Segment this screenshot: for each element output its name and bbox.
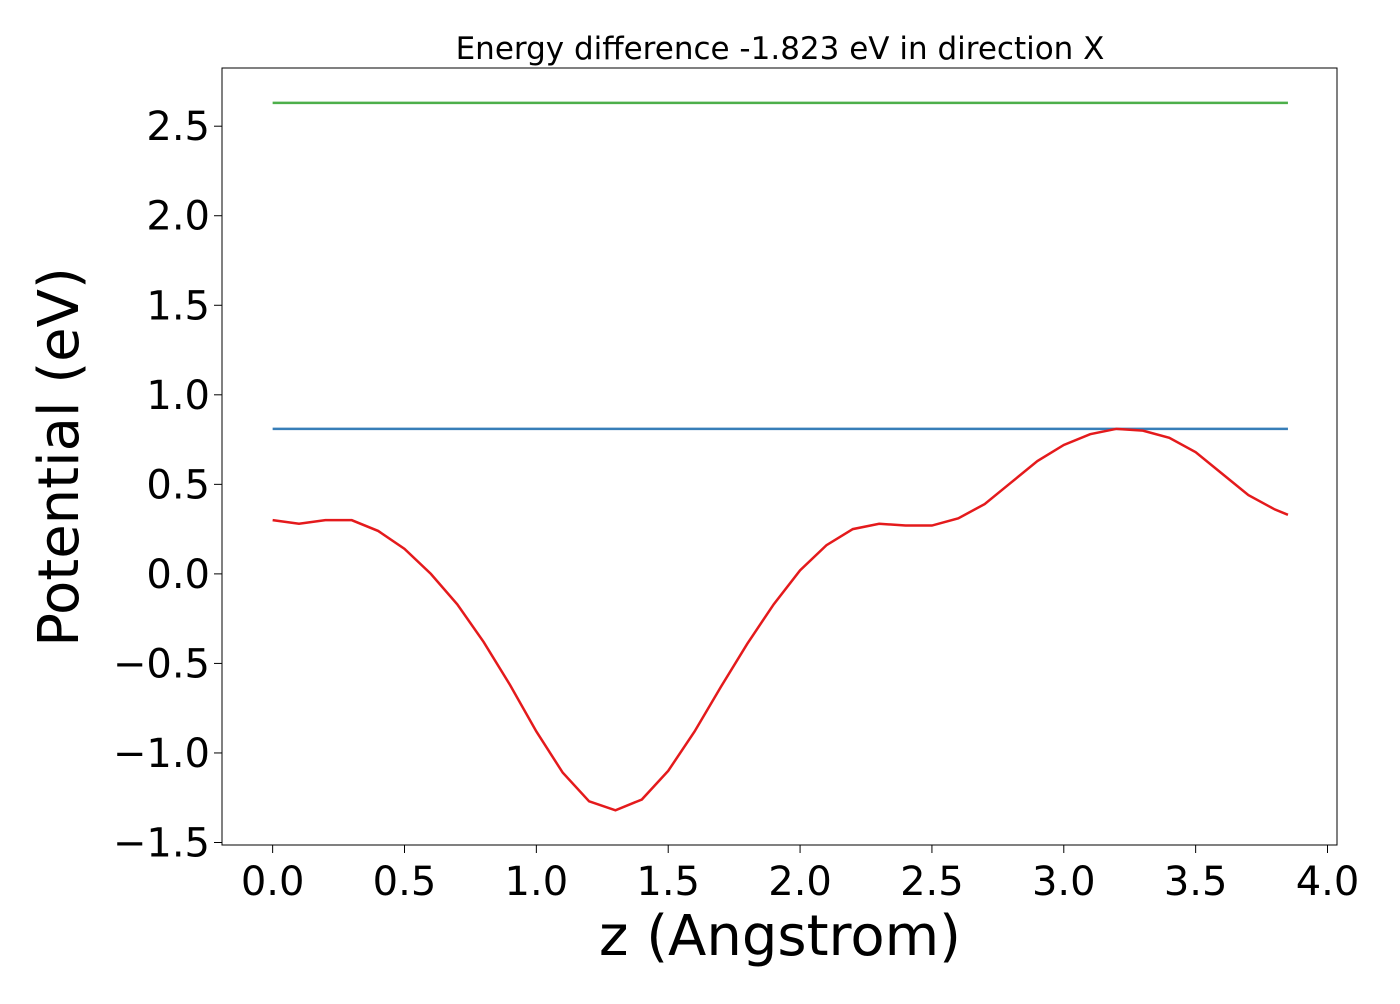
x-tick-label: 0.0 bbox=[241, 859, 305, 905]
y-tick-label: −1.0 bbox=[113, 731, 210, 777]
y-tick-label: 2.5 bbox=[146, 104, 210, 150]
y-tick-label: −1.5 bbox=[113, 820, 210, 866]
x-tick-label: 1.0 bbox=[505, 859, 569, 905]
x-axis-label: z (Angstrom) bbox=[599, 904, 961, 969]
x-tick-label: 4.0 bbox=[1296, 859, 1360, 905]
y-tick-label: −0.5 bbox=[113, 641, 210, 687]
x-tick-label: 1.5 bbox=[636, 859, 700, 905]
chart-title: Energy difference -1.823 eV in direction… bbox=[456, 31, 1105, 67]
y-tick-label: 1.0 bbox=[146, 373, 210, 419]
x-tick-label: 2.0 bbox=[768, 859, 832, 905]
y-tick-label: 0.0 bbox=[146, 552, 210, 598]
y-axis-label: Potential (eV) bbox=[27, 267, 92, 647]
x-tick-label: 0.5 bbox=[373, 859, 437, 905]
y-tick-label: 1.5 bbox=[146, 283, 210, 329]
x-tick-label: 3.0 bbox=[1032, 859, 1096, 905]
y-tick-label: 2.0 bbox=[146, 194, 210, 240]
line bbox=[272, 427, 1289, 812]
x-tick-label: 3.5 bbox=[1164, 859, 1228, 905]
plot-frame bbox=[221, 67, 1338, 846]
x-tick-label: 2.5 bbox=[900, 859, 964, 905]
y-tick-label: 0.5 bbox=[146, 462, 210, 508]
